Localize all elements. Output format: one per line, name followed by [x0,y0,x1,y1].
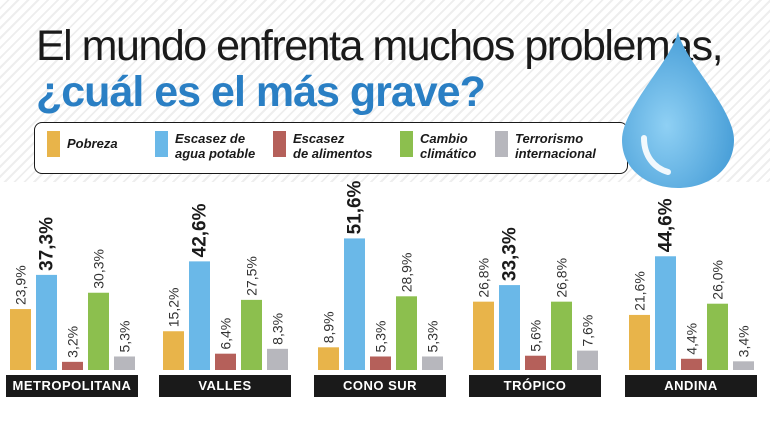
legend-label: Pobreza [67,136,118,151]
bar-value-label: 15,2% [166,288,182,328]
legend-label: Escasez de alimentos [293,131,373,161]
water-drop-icon [622,32,734,188]
bar-andina-2 [681,358,702,370]
bar-andina-1 [655,256,676,370]
bar-valles-2 [215,353,236,370]
legend-swatch [495,131,508,157]
bar-metropolitana-3 [88,292,109,370]
bar-value-label: 4,4% [684,323,700,355]
bar-metropolitana-1 [36,274,57,370]
region-label-andina: ANDINA [625,375,757,397]
legend-item-alimentos: Escasez de alimentos [273,131,372,161]
legend-label: Terrorismo internacional [515,131,596,161]
bar-value-label: 5,3% [373,321,389,353]
bar-value-label: 26,0% [710,260,726,300]
legend-label: Cambio climático [420,131,477,161]
bar-valles-4 [267,348,288,370]
bar-metropolitana-4 [114,356,135,370]
bar-trópico-2 [525,355,546,370]
bar-value-label: 3,2% [65,326,81,358]
bar-value-label: 26,8% [554,258,570,298]
bar-trópico-0 [473,301,494,370]
bar-andina-0 [629,314,650,370]
bar-trópico-1 [499,285,520,370]
bar-trópico-4 [577,350,598,370]
bar-value-label: 21,6% [632,271,648,311]
bar-value-label: 5,6% [528,320,544,352]
bar-valles-0 [163,331,184,370]
legend-item-terrorismo: Terrorismo internacional [495,131,596,161]
bar-cono-sur-4 [422,356,443,370]
bar-cono-sur-0 [318,347,339,370]
region-label-metropolitana: METROPOLITANA [6,375,138,397]
bar-valles-1 [189,261,210,370]
legend-label: Escasez de agua potable [175,131,256,161]
bar-value-label: 27,5% [244,256,260,296]
bar-value-label: 8,9% [321,311,337,343]
title-line-1: El mundo enfrenta muchos problemas, [36,22,724,70]
bar-value-label: 8,3% [270,313,286,345]
bar-value-label: 51,6% [345,180,366,234]
bar-value-label: 7,6% [580,315,596,347]
legend-item-agua: Escasez de agua potable [155,131,255,161]
bar-metropolitana-2 [62,361,83,370]
bar-value-label: 5,3% [425,321,441,353]
title-line-2: ¿cuál es el más grave? [36,68,486,116]
region-label-cono-sur: CONO SUR [314,375,446,397]
legend-item-clima: Cambio climático [400,131,476,161]
bar-value-label: 33,3% [500,227,521,281]
region-label-valles: VALLES [159,375,291,397]
bar-trópico-3 [551,301,572,370]
bar-value-label: 30,3% [91,249,107,289]
bar-value-label: 44,6% [656,198,677,252]
bar-valles-3 [241,299,262,370]
bar-value-label: 5,3% [117,321,133,353]
bar-value-label: 3,4% [736,325,752,357]
legend-swatch [47,131,60,157]
legend-item-pobreza: Pobreza [47,131,118,157]
bar-cono-sur-3 [396,296,417,370]
bar-value-label: 28,9% [399,253,415,293]
legend-swatch [155,131,168,157]
legend-swatch [273,131,286,157]
bar-andina-4 [733,361,754,370]
bar-value-label: 37,3% [37,217,58,271]
region-label-trópico: TRÓPICO [469,375,601,397]
legend-swatch [400,131,413,157]
bar-cono-sur-1 [344,238,365,370]
bar-value-label: 23,9% [13,265,29,305]
bar-andina-3 [707,303,728,370]
bar-value-label: 42,6% [190,203,211,257]
bar-cono-sur-2 [370,356,391,370]
bar-metropolitana-0 [10,309,31,370]
bar-value-label: 6,4% [218,318,234,350]
bar-value-label: 26,8% [476,258,492,298]
